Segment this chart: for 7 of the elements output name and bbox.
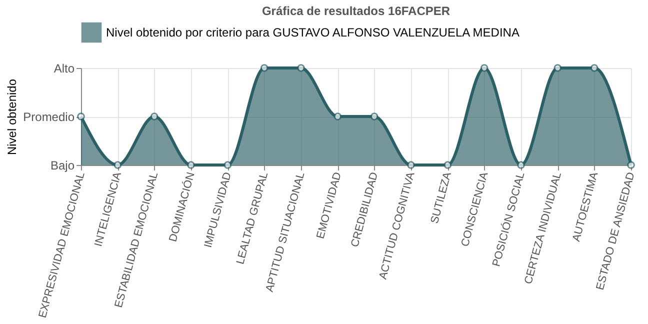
- text: Alto: [54, 62, 75, 76]
- x-tick-label: LEALTAD GRUPAL: [234, 170, 271, 266]
- legend-label: Nivel obtenido por criterio para GUSTAVO ALFONSO VALENZUELA MEDINA: [106, 26, 520, 40]
- chart-title: Gráfica de resultados 16FACPER: [262, 4, 450, 18]
- y-axis-title: Nivel obtenido: [5, 78, 20, 156]
- text: Bajo: [50, 158, 75, 172]
- text: Promedio: [23, 110, 75, 124]
